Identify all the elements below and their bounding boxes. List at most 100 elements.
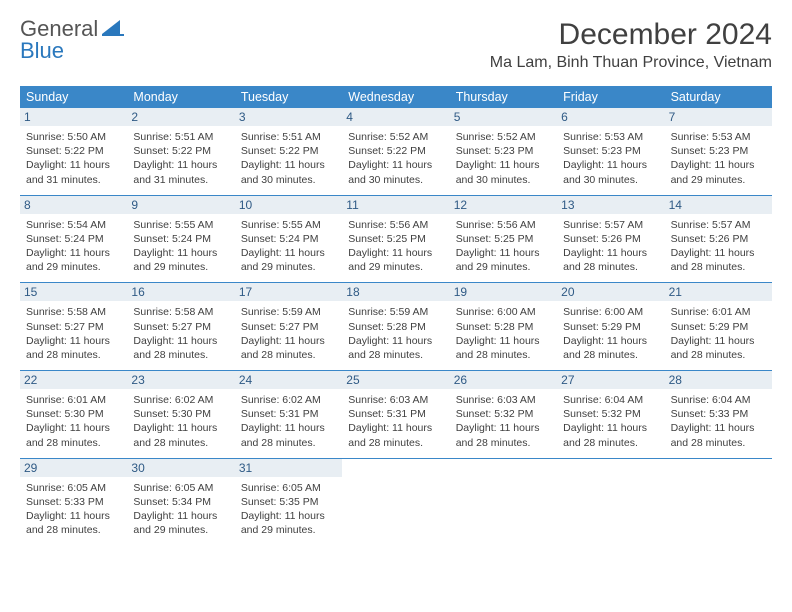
- day-cell: 14 Sunrise: 5:57 AMSunset: 5:26 PMDayligh…: [665, 196, 772, 283]
- day-cell: 12Sunrise: 5:56 AMSunset: 5:25 PMDayligh…: [450, 196, 557, 283]
- week-row: 29Sunrise: 6:05 AMSunset: 5:33 PMDayligh…: [20, 459, 772, 546]
- daylight-line: Daylight: 11 hours and 28 minutes.: [241, 421, 336, 449]
- daylight-line: Daylight: 11 hours and 29 minutes.: [348, 246, 443, 274]
- daylight-line: Daylight: 11 hours and 31 minutes.: [26, 158, 121, 186]
- daylight-line: Daylight: 11 hours and 28 minutes.: [671, 246, 766, 274]
- week-row: 8Sunrise: 5:54 AMSunset: 5:24 PMDaylight…: [20, 196, 772, 284]
- day-cell: 25 Sunrise: 6:03 AMSunset: 5:31 PMDayligh…: [342, 371, 449, 458]
- day-cell: 20Sunrise: 6:00 AMSunset: 5:29 PMDayligh…: [557, 283, 664, 370]
- sunset-line: Sunset: 5:26 PM: [563, 232, 658, 246]
- sunset-line: Sunset: 5:22 PM: [348, 144, 443, 158]
- day-number: 1: [20, 108, 127, 126]
- day-cell: 19Sunrise: 6:00 AMSunset: 5:28 PMDayligh…: [450, 283, 557, 370]
- daylight-line: Daylight: 11 hours and 29 minutes.: [133, 509, 228, 537]
- day-cell: 4 Sunrise: 5:52 AMSunset: 5:22 PMDaylight…: [342, 108, 449, 195]
- daylight-line: Daylight: 11 hours and 28 minutes.: [133, 421, 228, 449]
- daylight-line: Daylight: 11 hours and 30 minutes.: [348, 158, 443, 186]
- daylight-line: Daylight: 11 hours and 29 minutes.: [133, 246, 228, 274]
- sunset-line: Sunset: 5:29 PM: [563, 320, 658, 334]
- sunset-line: Sunset: 5:24 PM: [133, 232, 228, 246]
- sunset-line: Sunset: 5:30 PM: [133, 407, 228, 421]
- sunrise-line: Sunrise: 5:50 AM: [26, 130, 121, 144]
- weekday-cell: Wednesday: [342, 86, 449, 108]
- day-cell: 9Sunrise: 5:55 AMSunset: 5:24 PMDaylight…: [127, 196, 234, 283]
- sunset-line: Sunset: 5:24 PM: [26, 232, 121, 246]
- logo-word1: General: [20, 18, 98, 40]
- sunset-line: Sunset: 5:31 PM: [348, 407, 443, 421]
- sunset-line: Sunset: 5:32 PM: [456, 407, 551, 421]
- daylight-line: Daylight: 11 hours and 29 minutes.: [26, 246, 121, 274]
- day-number: 25: [342, 371, 449, 389]
- day-cell: 11Sunrise: 5:56 AMSunset: 5:25 PMDayligh…: [342, 196, 449, 283]
- sunset-line: Sunset: 5:32 PM: [563, 407, 658, 421]
- day-cell: 8Sunrise: 5:54 AMSunset: 5:24 PMDaylight…: [20, 196, 127, 283]
- day-number: 11: [342, 196, 449, 214]
- day-number: 30: [127, 459, 234, 477]
- day-cell: [342, 459, 449, 546]
- day-number: 26: [450, 371, 557, 389]
- daylight-line: Daylight: 11 hours and 29 minutes.: [671, 158, 766, 186]
- sunrise-line: Sunrise: 5:53 AM: [563, 130, 658, 144]
- sunset-line: Sunset: 5:27 PM: [26, 320, 121, 334]
- day-number: 20: [557, 283, 664, 301]
- daylight-line: Daylight: 11 hours and 28 minutes.: [456, 334, 551, 362]
- daylight-line: Daylight: 11 hours and 29 minutes.: [241, 509, 336, 537]
- day-cell: 18Sunrise: 5:59 AMSunset: 5:28 PMDayligh…: [342, 283, 449, 370]
- daylight-line: Daylight: 11 hours and 31 minutes.: [133, 158, 228, 186]
- day-number: 9: [127, 196, 234, 214]
- day-cell: 26Sunrise: 6:03 AMSunset: 5:32 PMDayligh…: [450, 371, 557, 458]
- day-cell: 27Sunrise: 6:04 AMSunset: 5:32 PMDayligh…: [557, 371, 664, 458]
- sunset-line: Sunset: 5:26 PM: [671, 232, 766, 246]
- day-number: 4: [342, 108, 449, 126]
- sunrise-line: Sunrise: 5:52 AM: [348, 130, 443, 144]
- daylight-line: Daylight: 11 hours and 30 minutes.: [241, 158, 336, 186]
- day-cell: 30Sunrise: 6:05 AMSunset: 5:34 PMDayligh…: [127, 459, 234, 546]
- sunrise-line: Sunrise: 5:58 AM: [26, 305, 121, 319]
- daylight-line: Daylight: 11 hours and 30 minutes.: [563, 158, 658, 186]
- day-number: 19: [450, 283, 557, 301]
- sunset-line: Sunset: 5:22 PM: [241, 144, 336, 158]
- sunrise-line: Sunrise: 6:00 AM: [456, 305, 551, 319]
- daylight-line: Daylight: 11 hours and 28 minutes.: [563, 334, 658, 362]
- sunrise-line: Sunrise: 5:55 AM: [241, 218, 336, 232]
- day-number: 14: [665, 196, 772, 214]
- week-row: 15Sunrise: 5:58 AMSunset: 5:27 PMDayligh…: [20, 283, 772, 371]
- sunrise-line: Sunrise: 5:57 AM: [563, 218, 658, 232]
- sunset-line: Sunset: 5:23 PM: [456, 144, 551, 158]
- day-number: 28: [665, 371, 772, 389]
- sunrise-line: Sunrise: 5:59 AM: [348, 305, 443, 319]
- sunrise-line: Sunrise: 6:01 AM: [26, 393, 121, 407]
- day-cell: 15Sunrise: 5:58 AMSunset: 5:27 PMDayligh…: [20, 283, 127, 370]
- day-cell: 3Sunrise: 5:51 AMSunset: 5:22 PMDaylight…: [235, 108, 342, 195]
- sunrise-line: Sunrise: 6:01 AM: [671, 305, 766, 319]
- weekday-cell: Sunday: [20, 86, 127, 108]
- daylight-line: Daylight: 11 hours and 30 minutes.: [456, 158, 551, 186]
- sunset-line: Sunset: 5:29 PM: [671, 320, 766, 334]
- sunrise-line: Sunrise: 6:02 AM: [241, 393, 336, 407]
- sunrise-line: Sunrise: 5:56 AM: [456, 218, 551, 232]
- sunrise-line: Sunrise: 5:57 AM: [671, 218, 766, 232]
- sunrise-line: Sunrise: 5:59 AM: [241, 305, 336, 319]
- day-number: 24: [235, 371, 342, 389]
- day-number: 29: [20, 459, 127, 477]
- sunrise-line: Sunrise: 6:03 AM: [348, 393, 443, 407]
- sunset-line: Sunset: 5:22 PM: [133, 144, 228, 158]
- day-cell: 28Sunrise: 6:04 AMSunset: 5:33 PMDayligh…: [665, 371, 772, 458]
- sunset-line: Sunset: 5:28 PM: [348, 320, 443, 334]
- daylight-line: Daylight: 11 hours and 28 minutes.: [348, 421, 443, 449]
- weekday-cell: Tuesday: [235, 86, 342, 108]
- daylight-line: Daylight: 11 hours and 28 minutes.: [26, 334, 121, 362]
- day-cell: [665, 459, 772, 546]
- day-cell: 24Sunrise: 6:02 AMSunset: 5:31 PMDayligh…: [235, 371, 342, 458]
- day-cell: 29Sunrise: 6:05 AMSunset: 5:33 PMDayligh…: [20, 459, 127, 546]
- sunrise-line: Sunrise: 6:05 AM: [26, 481, 121, 495]
- day-number: 3: [235, 108, 342, 126]
- day-cell: [557, 459, 664, 546]
- day-number: 27: [557, 371, 664, 389]
- day-number: 13: [557, 196, 664, 214]
- daylight-line: Daylight: 11 hours and 28 minutes.: [133, 334, 228, 362]
- day-number: 16: [127, 283, 234, 301]
- calendar: SundayMondayTuesdayWednesdayThursdayFrid…: [20, 86, 772, 545]
- day-cell: 7Sunrise: 5:53 AMSunset: 5:23 PMDaylight…: [665, 108, 772, 195]
- sunrise-line: Sunrise: 6:02 AM: [133, 393, 228, 407]
